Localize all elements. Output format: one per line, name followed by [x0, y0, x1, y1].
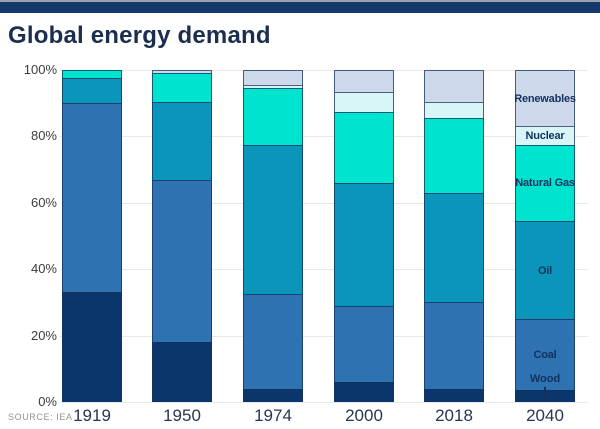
segment-wood-1974 [243, 388, 303, 402]
segment-natural-gas-2018 [424, 118, 484, 193]
segment-coal-1974 [243, 294, 303, 389]
segment-nuclear-2040: Nuclear [515, 126, 575, 145]
segment-renewables-1950 [152, 70, 212, 74]
segment-renewables-2040: Renewables [514, 70, 576, 127]
segment-nuclear-2018 [424, 101, 484, 119]
segment-oil-2000 [334, 182, 394, 306]
gridline-40 [60, 269, 588, 270]
y-tick-40: 40% [30, 261, 57, 276]
x-label-2000: 2000 [345, 406, 383, 425]
segment-wood-2000 [334, 382, 394, 402]
bar-2040: Coal Oil Natural Gas Nuclear Renewables Wood [514, 70, 576, 402]
segment-oil-1950 [152, 101, 212, 180]
gridline-0 [60, 402, 588, 403]
x-label-2018: 2018 [435, 406, 473, 425]
source-note: SOURCE: IEA [8, 412, 73, 422]
legend-label-renewables: Renewables [514, 92, 576, 105]
segment-natural-gas-2040: Natural Gas [515, 144, 575, 222]
x-label-1950: 1950 [163, 406, 201, 425]
segment-natural-gas-1974 [243, 88, 303, 145]
y-tick-20: 20% [30, 328, 57, 343]
segment-wood-1919 [62, 292, 122, 402]
plot-area: Coal Oil Natural Gas Nuclear Renewables Wood [0, 70, 600, 403]
segment-coal-1919 [62, 103, 122, 293]
page-title: Global energy demand [8, 22, 271, 49]
gridline-100 [60, 70, 588, 71]
segment-nuclear-1974 [243, 84, 303, 89]
legend-label-oil: Oil [537, 264, 553, 277]
gridline-60 [60, 203, 588, 204]
legend-label-natural-gas: Natural Gas [515, 177, 575, 190]
x-label-2040: 2040 [526, 406, 564, 425]
bar-2000 [334, 70, 394, 402]
legend-label-coal: Coal [533, 349, 557, 362]
segment-wood-2018 [424, 388, 484, 402]
segment-oil-2040: Oil [515, 221, 575, 320]
segment-natural-gas-1919 [62, 70, 122, 79]
segment-renewables-1974 [243, 70, 303, 85]
segment-oil-2018 [424, 192, 484, 303]
bar-1974 [243, 70, 303, 402]
x-label-1919: 1919 [73, 406, 111, 425]
gridline-20 [60, 336, 588, 337]
arrow-down-icon [540, 387, 550, 400]
segment-natural-gas-1950 [152, 73, 212, 102]
segment-nuclear-2000 [334, 91, 394, 112]
top-accent-bar [0, 0, 600, 13]
segment-oil-1919 [62, 78, 122, 104]
segment-renewables-2000 [334, 70, 394, 92]
segment-coal-1950 [152, 179, 212, 343]
segment-coal-2040: Coal [515, 319, 575, 391]
segment-natural-gas-2000 [334, 111, 394, 183]
segment-renewables-2018 [424, 70, 484, 102]
y-tick-60: 60% [30, 195, 57, 210]
legend-label-wood: Wood [529, 373, 561, 385]
bar-1919 [62, 70, 122, 402]
gridline-80 [60, 136, 588, 137]
bar-2018 [424, 70, 484, 402]
bar-1950 [152, 70, 212, 402]
y-tick-0: 0% [38, 394, 57, 409]
segment-coal-2000 [334, 305, 394, 383]
y-tick-80: 80% [30, 128, 57, 143]
segment-coal-2018 [424, 302, 484, 389]
segment-oil-1974 [243, 144, 303, 295]
y-tick-100: 100% [23, 62, 57, 77]
legend-label-nuclear: Nuclear [525, 130, 565, 143]
segment-wood-1950 [152, 342, 212, 402]
x-label-1974: 1974 [254, 406, 292, 425]
